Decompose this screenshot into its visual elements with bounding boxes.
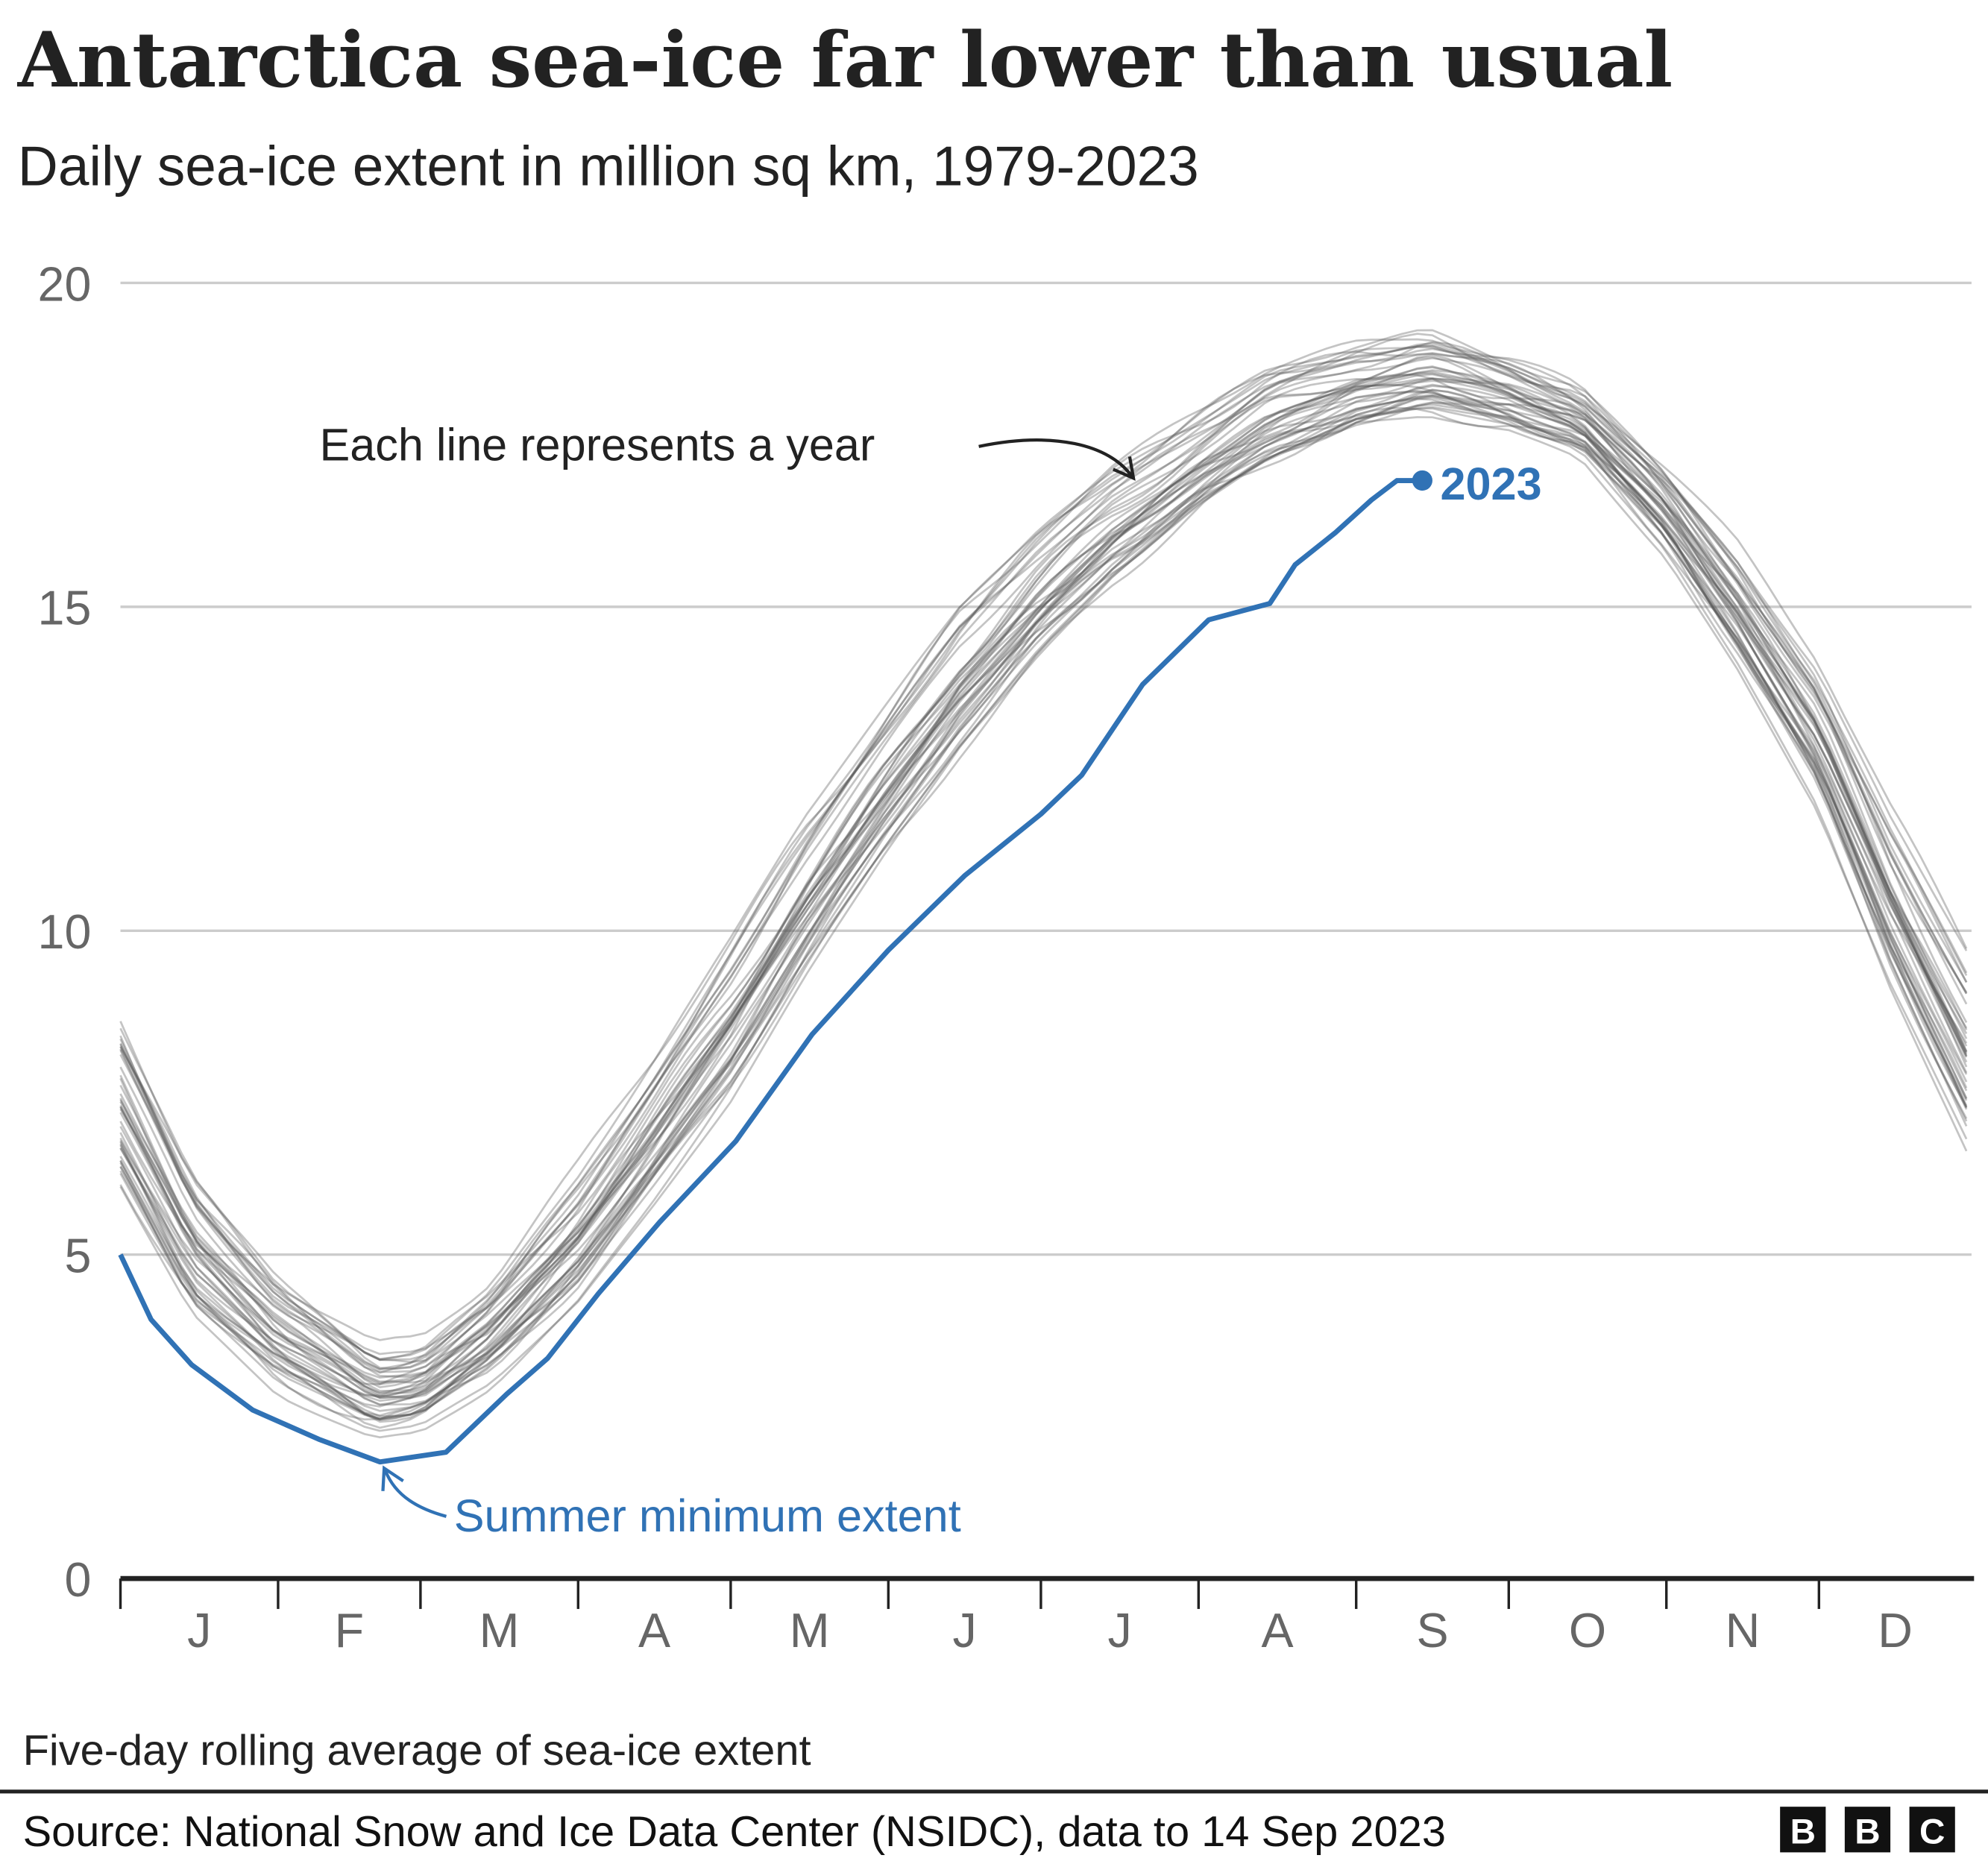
year-line-2000: [119, 406, 1968, 1421]
year-line-1988: [119, 342, 1968, 1371]
year-line-2015: [119, 380, 1968, 1384]
y-tick-label: 20: [38, 257, 92, 311]
y-tick-label: 5: [64, 1229, 91, 1283]
year-line-2001: [119, 394, 1968, 1412]
year-line-1991: [119, 329, 1968, 1361]
arrow-head-icon: [1112, 456, 1136, 481]
year-line-2009: [119, 403, 1968, 1420]
year-line-1982: [119, 401, 1968, 1417]
year-line-2016: [119, 391, 1968, 1399]
svg-text:B: B: [1855, 1812, 1880, 1851]
year-line-1986: [119, 388, 1968, 1421]
x-tick-label: O: [1569, 1604, 1606, 1657]
year-line-1980: [119, 372, 1968, 1379]
year-line-1999: [119, 406, 1968, 1420]
year-line-2013: [119, 333, 1968, 1374]
year-line-2012: [119, 374, 1968, 1386]
y-tick-label: 10: [38, 905, 92, 959]
chart-title: Antarctica sea-ice far lower than usual: [17, 16, 1673, 105]
year-line-1998: [119, 338, 1968, 1356]
year-line-1985: [119, 347, 1968, 1378]
annotation-each-line: Each line represents a year: [319, 420, 875, 470]
year-line-1989: [119, 357, 1968, 1373]
year-line-1993: [119, 341, 1968, 1370]
x-tick-label: D: [1878, 1604, 1913, 1657]
year-line-2011: [119, 369, 1968, 1399]
y-tick-label: 0: [64, 1553, 91, 1607]
x-tick-label: J: [952, 1604, 976, 1657]
year-line-2005: [119, 397, 1968, 1417]
x-tick-label: M: [790, 1604, 830, 1657]
arrow-head-icon: [381, 1465, 404, 1491]
x-tick-label: F: [335, 1604, 364, 1657]
annotation-arrow-years: [978, 438, 1134, 478]
year-line-1997: [119, 407, 1968, 1432]
svg-text:B: B: [1790, 1812, 1816, 1851]
year-line-1981: [119, 389, 1968, 1408]
annotation-minimum: Summer minimum extent: [454, 1490, 961, 1541]
x-tick-label: A: [638, 1604, 670, 1657]
year-line-1994: [119, 346, 1968, 1341]
series-end-point: [1412, 470, 1432, 491]
year-line-2014: [119, 350, 1968, 1364]
other-years-lines: [119, 329, 1968, 1439]
year-line-2018: [119, 344, 1968, 1361]
y-axis-ticks: 0 5 10 15 20: [38, 257, 92, 1607]
footnote: Five-day rolling average of sea-ice exte…: [23, 1727, 811, 1775]
year-line-1979: [119, 377, 1968, 1394]
annotation-arrow-minimum: [383, 1470, 447, 1518]
year-line-1984: [119, 377, 1968, 1392]
x-tick-label: N: [1726, 1604, 1761, 1657]
year-line-2022: [119, 385, 1968, 1399]
year-line-2002: [119, 416, 1968, 1439]
year-line-1995: [119, 366, 1968, 1385]
bbc-logo: B B C: [1780, 1807, 1955, 1853]
label-2023: 2023: [1440, 459, 1541, 509]
source-text: Source: National Snow and Ice Data Cente…: [23, 1808, 1446, 1856]
year-line-2020: [119, 365, 1968, 1394]
year-line-2021: [119, 401, 1968, 1421]
gridlines: [120, 281, 1972, 1256]
year-line-1983: [119, 394, 1968, 1402]
year-line-1996: [119, 383, 1968, 1397]
x-tick-label: M: [479, 1604, 520, 1657]
svg-text:C: C: [1919, 1812, 1945, 1851]
year-line-2007: [119, 383, 1968, 1406]
x-tick-label: J: [1107, 1604, 1131, 1657]
series-line-2023: [118, 478, 1423, 1465]
x-tick-label: A: [1261, 1604, 1293, 1657]
year-line-1987: [119, 377, 1968, 1406]
year-line-1990: [119, 394, 1968, 1420]
chart-subtitle: Daily sea-ice extent in million sq km, 1…: [18, 135, 1199, 198]
y-tick-label: 15: [38, 582, 92, 635]
highlight-series: [118, 470, 1432, 1465]
year-line-2017: [119, 352, 1968, 1361]
year-line-2008: [119, 353, 1968, 1388]
year-line-2003: [119, 371, 1968, 1385]
year-line-2010: [119, 356, 1968, 1398]
year-line-2004: [119, 373, 1968, 1399]
x-tick-label: S: [1416, 1604, 1448, 1657]
year-line-2006: [119, 396, 1968, 1429]
x-tick-label: J: [187, 1604, 211, 1657]
year-line-1992: [119, 344, 1968, 1370]
year-line-2019: [119, 388, 1968, 1423]
